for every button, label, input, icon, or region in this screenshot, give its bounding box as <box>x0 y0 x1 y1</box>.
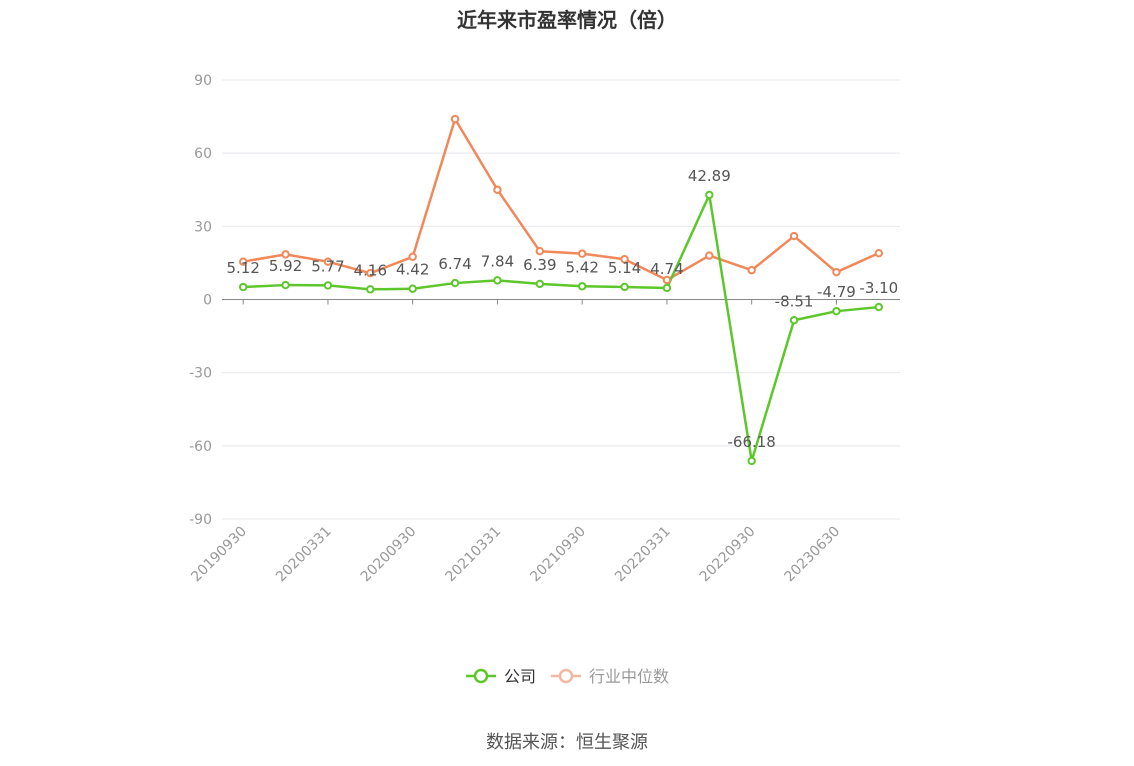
data-point <box>493 276 502 285</box>
data-point <box>620 282 629 292</box>
y-tick-label: -60 <box>189 439 212 455</box>
x-tick-label: 20200930 <box>358 524 420 586</box>
data-point <box>493 185 502 194</box>
y-tick-label: -90 <box>189 512 212 528</box>
y-tick-label: 0 <box>203 293 212 309</box>
data-label: -4.79 <box>817 283 856 301</box>
y-tick-label: 90 <box>194 73 212 89</box>
y-tick-label: 30 <box>194 219 212 235</box>
data-point <box>662 275 672 285</box>
data-point <box>535 279 545 289</box>
data-point <box>577 249 587 258</box>
data-point <box>662 283 672 293</box>
data-point <box>832 267 841 277</box>
data-point <box>705 190 714 200</box>
data-point <box>408 284 417 293</box>
legend-label: 公司 <box>504 667 536 686</box>
data-point <box>450 114 460 124</box>
data-point <box>874 302 884 312</box>
x-tick-label: 20230630 <box>782 524 844 586</box>
data-label: 5.92 <box>269 257 302 275</box>
data-label: -3.10 <box>859 279 898 297</box>
series-lines <box>242 117 880 463</box>
data-point <box>366 268 375 278</box>
x-tick-label: 20220930 <box>697 524 759 586</box>
data-point <box>450 278 460 288</box>
data-point <box>832 306 841 316</box>
data-label: 4.74 <box>650 260 683 278</box>
data-point <box>577 282 587 291</box>
data-source-note: 数据来源：恒生聚源 <box>486 732 648 753</box>
data-label: 5.12 <box>226 259 259 277</box>
data-point <box>874 248 884 258</box>
x-tick-label: 20220331 <box>612 524 674 586</box>
data-labels: 5.12 5.92 5.77 4.16 4.42 6.74 7.84 6.39 5.42 5.14… <box>226 167 898 451</box>
data-point <box>323 281 333 290</box>
series-line-1 <box>242 117 880 282</box>
y-tick-label: -30 <box>189 366 212 382</box>
data-label: -66.18 <box>728 433 776 451</box>
legend-marker <box>558 668 574 684</box>
grid-lines <box>222 79 900 520</box>
legend-marker <box>473 668 489 684</box>
y-tick-label: 60 <box>194 146 212 162</box>
data-point <box>535 247 545 256</box>
x-tick-label: 20200331 <box>273 524 335 586</box>
y-axis-tick-labels: 90 60 30 0 -30 -60 -90 <box>189 73 212 528</box>
legend-label: 行业中位数 <box>589 667 669 686</box>
x-tick-label: 20190930 <box>188 524 250 586</box>
data-point <box>323 257 333 266</box>
data-label: 7.84 <box>481 252 514 270</box>
data-point <box>789 316 799 325</box>
data-point <box>705 251 714 260</box>
data-point <box>366 285 375 294</box>
data-point <box>747 456 756 466</box>
data-label: 6.39 <box>523 256 556 274</box>
data-label: -8.51 <box>775 292 814 310</box>
series-points <box>238 114 884 466</box>
data-point <box>238 282 248 292</box>
data-label: 5.14 <box>608 259 641 277</box>
x-tick-label: 20210331 <box>443 524 505 586</box>
data-point <box>281 250 290 259</box>
data-label: 6.74 <box>438 255 471 273</box>
data-point <box>620 255 629 264</box>
data-point <box>747 266 756 275</box>
x-tick-label: 20210930 <box>527 524 589 586</box>
data-point <box>281 280 290 290</box>
data-label: 4.42 <box>396 261 429 279</box>
series-line-0 <box>243 193 879 463</box>
data-label: 5.77 <box>311 257 344 275</box>
data-point <box>789 231 799 241</box>
data-label: 42.89 <box>688 167 731 185</box>
data-label: 5.42 <box>565 258 598 276</box>
data-point <box>408 252 417 262</box>
chart-title: 近年来市盈率情况（倍） <box>457 8 677 32</box>
data-point <box>238 257 248 266</box>
data-label: 4.16 <box>354 261 387 279</box>
legend: 公司 行业中位数 <box>466 667 669 686</box>
